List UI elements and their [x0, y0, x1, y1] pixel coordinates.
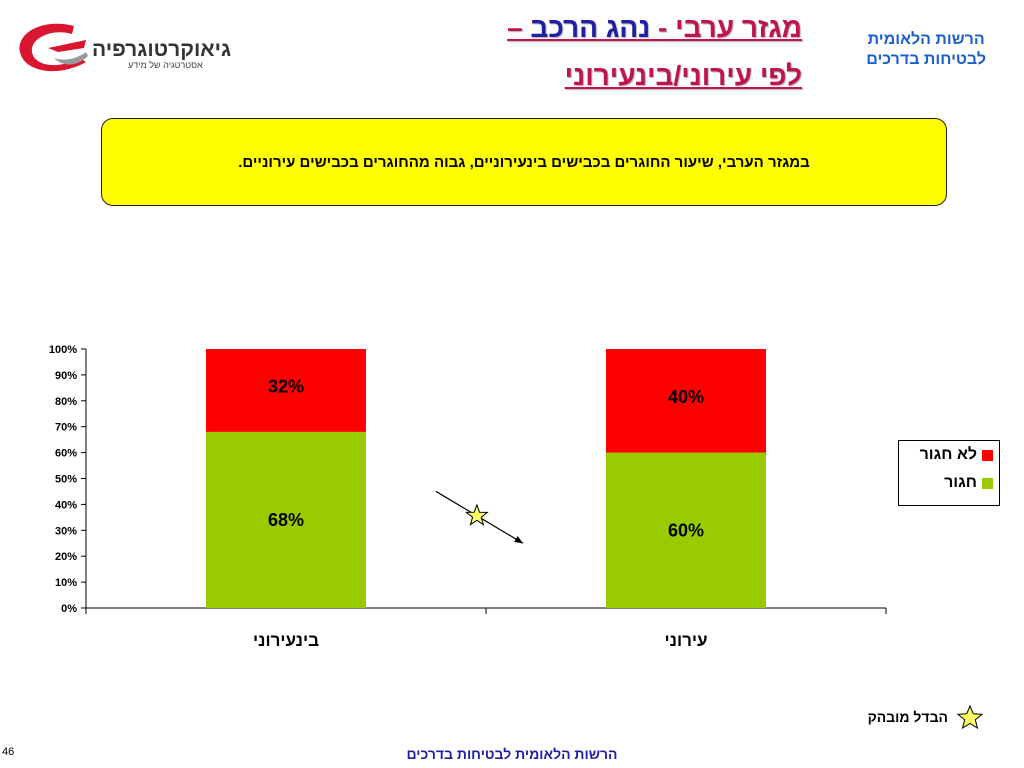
y-tick-label: 30% — [55, 525, 77, 537]
bar-segment — [606, 349, 766, 453]
title-part2: נהג הרכב — [530, 12, 651, 43]
significance-star-icon — [464, 503, 489, 526]
y-tick-label: 50% — [55, 474, 77, 486]
geocartography-logo — [19, 23, 88, 72]
legend-label-not-belted: לא חגור — [919, 446, 977, 463]
star-icon — [956, 705, 984, 729]
category-label: בינעירוני — [253, 631, 319, 650]
bar-segment — [206, 349, 366, 432]
data-label: 32% — [268, 376, 304, 396]
callout-text: במגזר הערבי, שיעור החוגרים בכבישים בינעי… — [238, 153, 810, 171]
data-label: 60% — [668, 520, 704, 540]
y-tick-label: 0% — [61, 603, 77, 615]
legend-item-belted: חגור — [899, 469, 999, 497]
y-tick-label: 80% — [55, 396, 77, 408]
y-tick-label: 20% — [55, 551, 77, 563]
logo-name: גיאוקרטוגרפיה — [92, 38, 232, 61]
seatbelt-chart: 0% 10% 20% 30% 40% 50% 60% 70% 80% 90% 100% 68% 32% ב… — [49, 344, 887, 650]
logo-tagline: אסטרטגיה של מידע — [128, 60, 203, 70]
significance-label: הבדל מובהק — [867, 709, 948, 725]
title-line2: לפי עירוני/בינעירוני — [564, 60, 802, 91]
legend-label-belted: חגור — [944, 474, 977, 491]
callout-box: במגזר הערבי, שיעור החוגרים בכבישים בינעי… — [101, 118, 947, 206]
y-tick-label: 90% — [55, 370, 77, 382]
legend-swatch-not-belted — [982, 449, 993, 461]
logo-swoosh-inner — [48, 40, 86, 52]
y-tick-label: 70% — [55, 422, 77, 434]
logo-swoosh-grey — [54, 52, 88, 65]
org-line2: לבטיחות בדרכים — [866, 51, 986, 68]
org-line1: הרשות הלאומית — [867, 31, 985, 48]
data-label: 68% — [268, 510, 304, 530]
title-dash: – — [507, 12, 523, 43]
page-number: 46 — [2, 746, 15, 758]
chart-legend: לא חגור חגור — [898, 440, 1000, 506]
significance-key: הבדל מובהק — [868, 705, 984, 729]
legend-item-not-belted: לא חגור — [899, 441, 999, 469]
y-tick-label: 40% — [55, 499, 77, 511]
y-tick-label: 100% — [49, 344, 77, 356]
legend-swatch-belted — [982, 477, 993, 489]
title-part1: מגזר ערבי - — [658, 12, 802, 43]
category-label: עירוני — [664, 631, 707, 650]
bar-segment — [606, 452, 766, 608]
org-name: הרשות הלאומית לבטיחות בדרכים — [866, 30, 986, 70]
data-label: 40% — [668, 387, 704, 407]
y-tick-label: 60% — [55, 448, 77, 460]
bar-segment — [206, 431, 366, 608]
footer-org: הרשות הלאומית לבטיחות בדרכים — [406, 746, 618, 762]
logo-swoosh — [19, 23, 86, 72]
significance-arrow-head — [514, 535, 523, 544]
y-tick-label: 10% — [55, 577, 77, 589]
page-title: מגזר ערבי - נהג הרכב – לפי עירוני/בינעיר… — [282, 4, 802, 100]
